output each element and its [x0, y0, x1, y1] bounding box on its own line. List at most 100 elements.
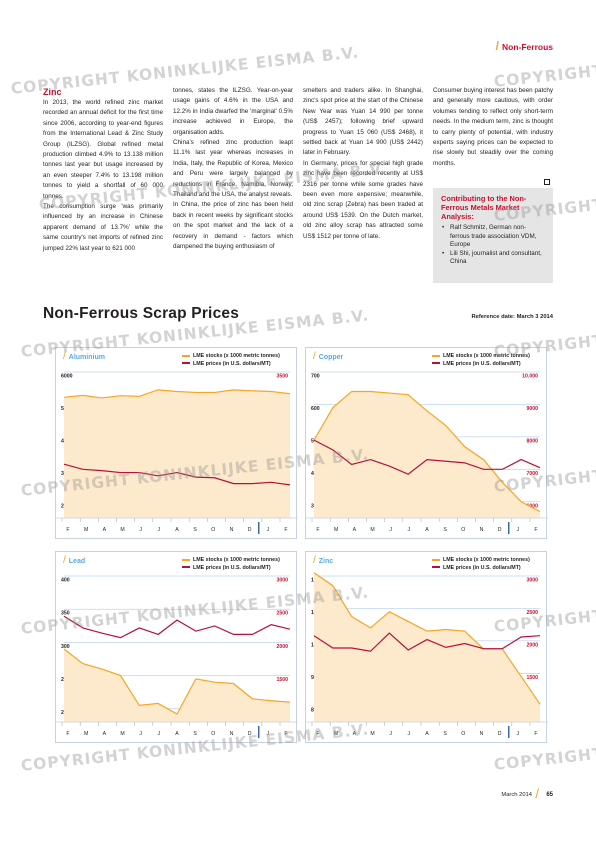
- section-title: Non-Ferrous Scrap Prices: [43, 305, 240, 322]
- month-label: J: [517, 731, 520, 737]
- chart-legend: LME stocks (x 1000 metric tonnes) LME pr…: [432, 353, 530, 368]
- right-tick-label: 3000: [276, 578, 288, 584]
- legend-item-prices: LME prices (in U.S. dollars/MT): [432, 361, 530, 369]
- month-label: J: [139, 731, 142, 737]
- paragraph: tonnes, states the ILZSG. Year-on-year u…: [173, 87, 293, 136]
- month-label: M: [120, 527, 124, 533]
- month-label: J: [158, 731, 161, 737]
- legend-item-prices: LME prices (in U.S. dollars/MT): [182, 565, 280, 573]
- left-tick-label: 350: [61, 611, 70, 617]
- article-columns: Zinc In 2013, the world refined zinc mar…: [43, 86, 553, 286]
- month-label: J: [389, 731, 392, 737]
- right-tick-label: 3000: [526, 578, 538, 584]
- chart-legend: LME stocks (x 1000 metric tonnes) LME pr…: [182, 353, 280, 368]
- watermark-text: COPYRIGHT: [493, 744, 596, 774]
- month-label: F: [316, 731, 319, 737]
- stocks-line: [313, 390, 541, 513]
- month-label: F: [66, 731, 69, 737]
- legend-swatch: [432, 566, 440, 569]
- contributors-title: Contributing to the Non-Ferrous Metals M…: [441, 194, 527, 221]
- month-label: F: [66, 527, 69, 533]
- chart-zinc: 12003000110025001000200090015008001000FM…: [305, 551, 548, 743]
- right-tick-label: 2000: [526, 642, 538, 648]
- prices-line: [313, 439, 541, 475]
- right-tick-label: 1500: [276, 677, 288, 683]
- legend-label: LME stocks (x 1000 metric tonnes): [193, 353, 280, 359]
- month-label: J: [267, 527, 270, 533]
- month-label: F: [534, 731, 537, 737]
- month-label: M: [370, 731, 374, 737]
- month-label: D: [248, 527, 252, 533]
- stocks-line: [63, 648, 291, 715]
- chart-title: / Copper: [313, 351, 343, 362]
- contributor-item: Lili Shi, journalist and consultant, Chi…: [441, 250, 545, 267]
- legend-item-stocks: LME stocks (x 1000 metric tonnes): [182, 353, 280, 361]
- month-label: D: [248, 731, 252, 737]
- month-label: A: [353, 527, 357, 533]
- stocks-line: [63, 389, 291, 399]
- legend-label: LME stocks (x 1000 metric tonnes): [443, 557, 530, 563]
- month-label: O: [211, 527, 215, 533]
- month-label: O: [461, 527, 465, 533]
- legend-item-prices: LME prices (in U.S. dollars/MT): [432, 565, 530, 573]
- article-column-2: tonnes, states the ILZSG. Year-on-year u…: [173, 86, 293, 253]
- article-title: Zinc: [43, 87, 62, 97]
- legend-label: LME stocks (x 1000 metric tonnes): [443, 353, 530, 359]
- slash-icon: /: [63, 555, 66, 566]
- legend-label: LME stocks (x 1000 metric tonnes): [193, 557, 280, 563]
- month-label: S: [443, 731, 447, 737]
- chart-title-text: Lead: [68, 558, 86, 565]
- legend-label: LME prices (in U.S. dollars/MT): [193, 564, 271, 571]
- left-tick-label: 400: [61, 578, 70, 584]
- legend-swatch: [432, 362, 440, 365]
- chart-plot: 6000350050003000400025003000200020001500…: [56, 371, 298, 534]
- reference-date: Reference date: March 3 2014: [471, 314, 553, 320]
- chart-plot: 70010.0006009000500800040070003006000FMA…: [306, 371, 548, 534]
- section-tag: / Non-Ferrous: [496, 39, 553, 53]
- month-label: F: [284, 527, 287, 533]
- column-text: smelters and traders alike. In Shanghai,…: [303, 86, 423, 242]
- legend-label: LME prices (in U.S. dollars/MT): [443, 564, 521, 571]
- month-label: M: [84, 527, 88, 533]
- slash-icon: /: [313, 351, 316, 362]
- right-tick-label: 7000: [526, 471, 538, 477]
- month-label: F: [534, 527, 537, 533]
- legend-label: LME prices (in U.S. dollars/MT): [443, 360, 521, 367]
- end-mark-icon: [544, 179, 550, 185]
- month-label: A: [175, 527, 179, 533]
- right-tick-label: 3500: [276, 374, 288, 380]
- right-tick-label: 6000: [526, 503, 538, 509]
- month-label: D: [498, 731, 502, 737]
- paragraph: The consumption surge 'was primarily inf…: [43, 203, 163, 252]
- month-label: S: [443, 527, 447, 533]
- month-label: J: [139, 527, 142, 533]
- right-tick-label: 9000: [526, 406, 538, 412]
- column-text: tonnes, states the ILZSG. Year-on-year u…: [173, 86, 293, 253]
- right-tick-label: 8000: [526, 438, 538, 444]
- paragraph: Consumer buying interest has been patchy…: [433, 87, 553, 167]
- column-text: Consumer buying interest has been patchy…: [433, 86, 553, 169]
- page-number: 65: [546, 792, 553, 798]
- chart-aluminium: 6000350050003000400025003000200020001500…: [55, 347, 298, 539]
- legend-item-stocks: LME stocks (x 1000 metric tonnes): [182, 557, 280, 565]
- stocks-area: [64, 649, 290, 722]
- chart-plot: 12003000110025001000200090015008001000FM…: [306, 572, 548, 738]
- section-label: Non-Ferrous: [502, 42, 553, 52]
- month-label: M: [334, 731, 338, 737]
- paragraph: smelters and traders alike. In Shanghai,…: [303, 87, 423, 157]
- stocks-area: [64, 389, 290, 518]
- stocks-area: [314, 572, 540, 722]
- article-column-4: Consumer buying interest has been patchy…: [433, 86, 553, 169]
- chart-legend: LME stocks (x 1000 metric tonnes) LME pr…: [432, 557, 530, 572]
- left-tick-label: 700: [311, 374, 320, 380]
- contributors-list: Ralf Schmitz, German non-ferrous trade a…: [441, 224, 545, 267]
- month-label: J: [389, 527, 392, 533]
- paragraph: In China, the price of zinc has been hel…: [173, 201, 293, 251]
- month-label: O: [211, 731, 215, 737]
- slash-icon: /: [313, 555, 316, 566]
- prices-line: [63, 615, 291, 639]
- legend-swatch: [432, 558, 440, 561]
- chart-title: / Zinc: [313, 555, 333, 566]
- slash-icon: /: [495, 39, 499, 53]
- month-label: N: [230, 731, 234, 737]
